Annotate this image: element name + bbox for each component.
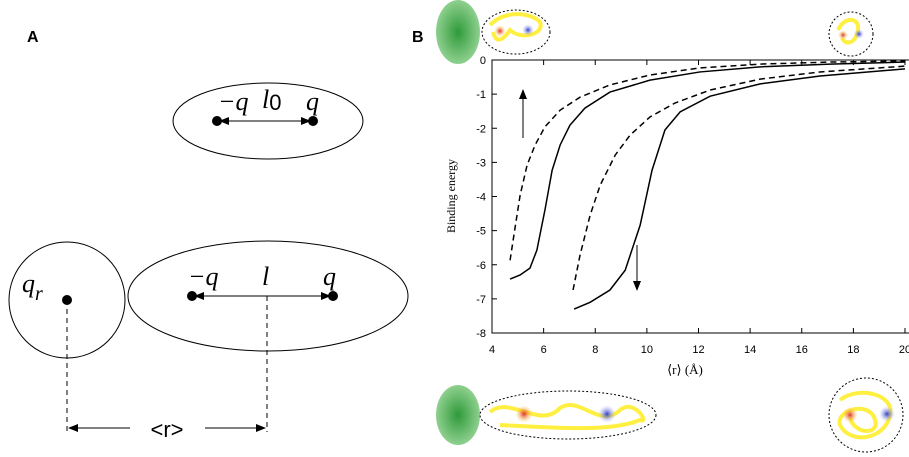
- label-base: q: [22, 269, 35, 298]
- panel-a-labels: −q l0 q qr −q l q: [22, 85, 336, 305]
- x-tick-label: 12: [692, 344, 704, 356]
- data-line: [510, 61, 905, 260]
- y-tick-label: -4: [476, 192, 486, 204]
- data-line: [573, 66, 905, 290]
- x-tick-label: 4: [489, 344, 495, 356]
- length-label: l0: [262, 85, 281, 115]
- charge: [212, 116, 222, 126]
- x-tick-label: 14: [744, 344, 756, 356]
- y-tick-label: -6: [476, 260, 486, 272]
- charge-glow: [838, 30, 848, 40]
- y-tick-label: -2: [476, 123, 486, 135]
- charge-label: −q: [188, 262, 219, 291]
- charge-glow: [515, 405, 533, 423]
- x-tick-label: 16: [796, 344, 808, 356]
- y-tick-label: -7: [476, 294, 486, 306]
- data-line: [574, 69, 905, 309]
- probe-label: qr: [22, 269, 43, 305]
- x-tick-label: 10: [641, 344, 653, 356]
- x-tick-label: 18: [847, 344, 859, 356]
- charge-glow: [842, 407, 858, 423]
- panel-a-drawing: [9, 83, 408, 432]
- label-sub: 0: [269, 90, 281, 115]
- y-tick-label: -1: [476, 89, 486, 101]
- length-label: l: [262, 262, 269, 291]
- charge: [308, 116, 318, 126]
- charge-glow: [522, 24, 534, 36]
- y-tick-label: -5: [476, 226, 486, 238]
- illustrations: [436, 0, 903, 452]
- charge-glow: [879, 406, 895, 422]
- protein-blob: [436, 0, 480, 64]
- distance-label: <r>: [150, 417, 183, 442]
- page: A −q l0 q qr −q l q <r> B: [0, 0, 909, 457]
- cloud: [480, 391, 656, 439]
- x-tick-label: 6: [541, 344, 547, 356]
- x-axis-label: ⟨r⟩ (Å): [667, 362, 703, 377]
- panel-label: A: [27, 29, 39, 46]
- y-axis-label: Binding energy: [444, 159, 458, 233]
- panel-label: B: [412, 29, 424, 46]
- charge: [62, 295, 72, 305]
- charge-label: −q: [218, 87, 249, 116]
- label-sub: r: [35, 283, 43, 305]
- charge-glow: [598, 405, 616, 423]
- y-tick-label: -8: [476, 328, 486, 340]
- y-tick-label: 0: [480, 55, 486, 67]
- charge-label: q: [306, 87, 319, 116]
- data-line: [510, 62, 905, 279]
- y-tick-label: -3: [476, 157, 486, 169]
- x-tick-label: 8: [592, 344, 598, 356]
- figure: A −q l0 q qr −q l q <r> B: [0, 0, 909, 457]
- charge-glow: [854, 29, 864, 39]
- protein-blob: [436, 385, 480, 445]
- label-base: l: [262, 85, 269, 114]
- charge-label: q: [323, 262, 336, 291]
- charge: [328, 291, 338, 301]
- charge-glow: [494, 25, 506, 37]
- x-tick-label: 20: [899, 344, 909, 356]
- charge: [187, 291, 197, 301]
